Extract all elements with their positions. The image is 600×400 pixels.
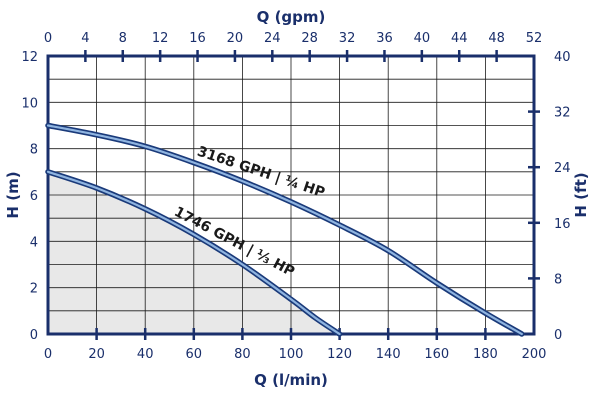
y-right-tick-label: 40	[554, 50, 571, 65]
x-top-tick-label: 12	[152, 31, 169, 46]
x-top-axis-title: Q (gpm)	[257, 8, 326, 26]
y-left-axis-title: H (m)	[4, 171, 22, 218]
y-left-tick-label: 8	[30, 143, 38, 158]
x-top-tick-label: 32	[339, 31, 356, 46]
x-top-tick-label: 20	[227, 31, 244, 46]
x-top-tick-label: 0	[44, 31, 52, 46]
y-right-tick-label: 8	[554, 272, 562, 287]
grid-layer	[48, 56, 534, 334]
series-line-inner-1	[46, 170, 341, 336]
x-bottom-tick-label: 60	[186, 347, 203, 362]
y-left-tick-label: 0	[30, 328, 38, 343]
x-top-tick-label: 52	[526, 31, 543, 46]
x-bottom-tick-label: 100	[279, 347, 304, 362]
x-bottom-tick-label: 200	[522, 347, 547, 362]
y-left-tick-label: 4	[30, 235, 38, 250]
x-top-tick-label: 44	[451, 31, 468, 46]
x-top-tick-label: 24	[264, 31, 281, 46]
x-bottom-tick-label: 140	[376, 347, 401, 362]
curve-layer	[45, 122, 525, 337]
x-top-tick-label: 48	[488, 31, 505, 46]
y-left-tick-label: 12	[21, 50, 38, 65]
x-bottom-tick-label: 0	[44, 347, 52, 362]
y-right-tick-label: 32	[554, 106, 571, 121]
x-bottom-tick-label: 180	[473, 347, 498, 362]
x-bottom-tick-label: 20	[88, 347, 105, 362]
x-bottom-tick-label: 80	[234, 347, 251, 362]
y-left-tick-label: 6	[30, 189, 38, 204]
x-bottom-tick-label: 120	[327, 347, 352, 362]
x-top-tick-label: 28	[301, 31, 318, 46]
y-left-tick-label: 10	[21, 96, 38, 111]
x-top-tick-label: 40	[414, 31, 431, 46]
x-top-tick-label: 4	[81, 31, 89, 46]
y-left-tick-label: 2	[30, 282, 38, 297]
x-bottom-tick-label: 40	[137, 347, 154, 362]
y-right-tick-label: 24	[554, 161, 571, 176]
x-top-tick-label: 8	[119, 31, 127, 46]
x-bottom-tick-label: 160	[424, 347, 449, 362]
x-top-tick-label: 36	[376, 31, 393, 46]
series-line-inner-0	[46, 124, 523, 336]
y-right-tick-label: 0	[554, 328, 562, 343]
x-bottom-axis-title: Q (l/min)	[254, 371, 328, 389]
y-right-tick-label: 16	[554, 217, 571, 232]
y-right-axis-title: H (ft)	[572, 172, 590, 217]
x-top-tick-label: 16	[189, 31, 206, 46]
